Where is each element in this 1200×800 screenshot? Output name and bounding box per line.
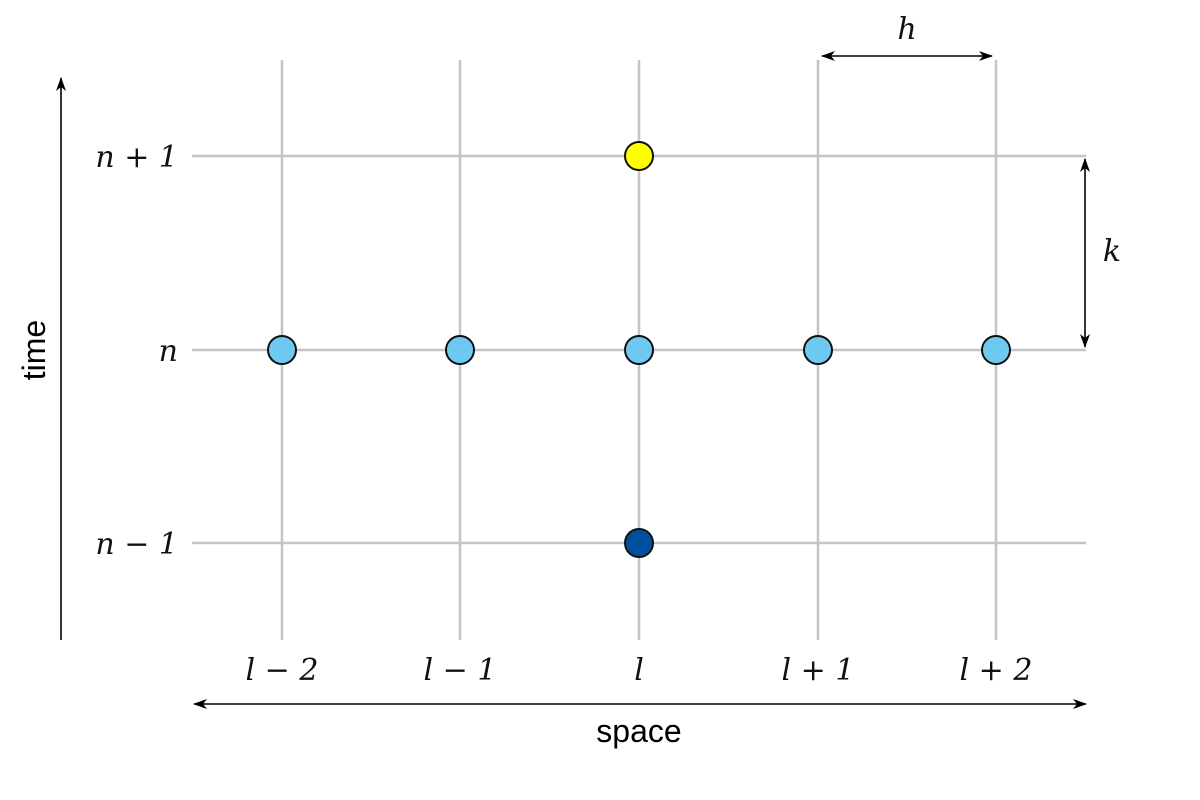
node-current-n-l [624,335,654,365]
k-spacing-label: k [1103,234,1121,269]
column-label-l-minus-1: l − 1 [424,653,497,688]
row-label-n: n [159,334,178,369]
column-label-l-minus-2: l − 2 [246,653,319,688]
node-future-n-plus-1-l [624,141,654,171]
stencil-nodes [267,141,1011,558]
column-label-l: l [634,653,644,688]
space-axis: space [193,699,1087,749]
node-past-n-minus-1-l [624,528,654,558]
node-current-n-l-plus-2 [981,335,1011,365]
column-label-l-plus-2: l + 2 [960,653,1033,688]
time-axis-label: time [16,320,52,380]
column-label-l-plus-1: l + 1 [782,653,855,688]
k-spacing-indicator: k [1080,158,1121,348]
row-labels: n + 1 n n − 1 [95,140,178,562]
time-axis: time [16,77,66,640]
node-current-n-l-plus-1 [803,335,833,365]
h-spacing-indicator: h [821,12,993,61]
node-current-n-l-minus-2 [267,335,297,365]
row-label-n-minus-1: n − 1 [95,527,178,562]
space-axis-label: space [596,713,681,749]
column-labels: l − 2 l − 1 l l + 1 l + 2 [246,653,1033,688]
row-label-n-plus-1: n + 1 [95,140,178,175]
h-spacing-label: h [897,12,916,47]
node-current-n-l-minus-1 [445,335,475,365]
